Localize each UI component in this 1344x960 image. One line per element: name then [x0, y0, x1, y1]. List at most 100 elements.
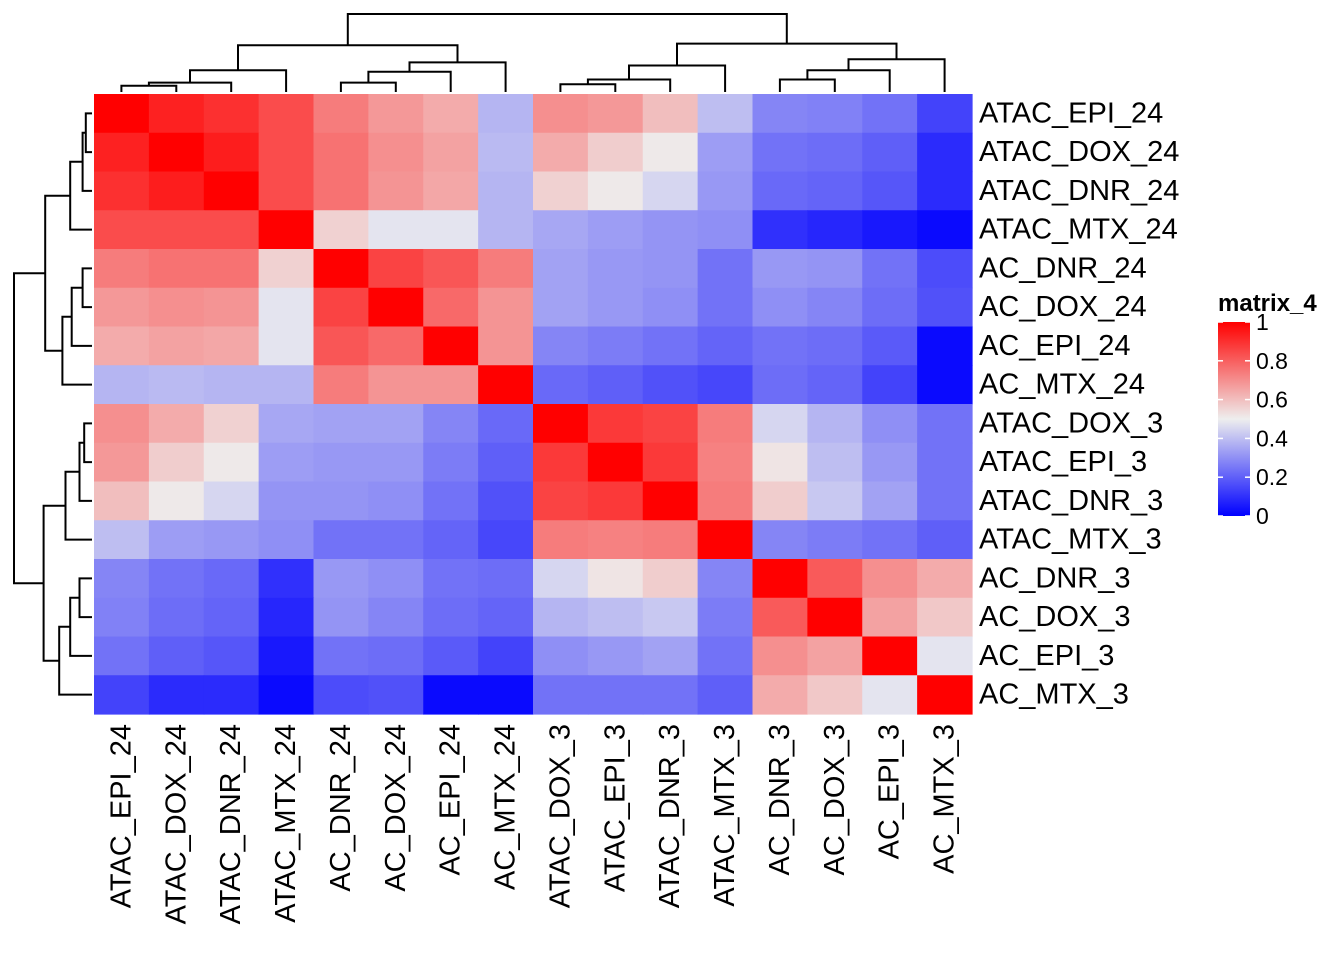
column-label: ATAC_DOX_3 [544, 724, 576, 908]
heatmap-cell [697, 326, 754, 366]
column-label: AC_EPI_24 [435, 724, 467, 876]
heatmap-cell [807, 210, 863, 250]
heatmap-cell [478, 481, 534, 521]
heatmap-cell [203, 287, 260, 328]
heatmap-cell [917, 171, 973, 211]
heatmap-cell [313, 210, 369, 250]
heatmap-cell [807, 287, 863, 328]
heatmap-cell [94, 326, 150, 366]
heatmap-cell [533, 636, 589, 676]
legend-colorbar [1218, 322, 1250, 516]
legend-title: matrix_4 [1218, 290, 1317, 317]
heatmap-cell [313, 636, 369, 676]
heatmap-cell [478, 520, 534, 560]
dendrogram-branch [189, 69, 288, 92]
heatmap-cell [587, 404, 644, 444]
heatmap-cell [423, 365, 479, 405]
heatmap-cell [587, 94, 644, 134]
dendrogram-branch [69, 160, 92, 231]
legend-tick-label: 0.6 [1256, 387, 1288, 413]
row-label: AC_DNR_3 [979, 562, 1131, 594]
dendrogram-branch [806, 69, 891, 92]
heatmap-cell [533, 365, 589, 405]
heatmap-cell [148, 597, 205, 638]
row-label: ATAC_DNR_24 [979, 175, 1179, 207]
heatmap-cell [587, 559, 644, 599]
heatmap-cell [752, 636, 808, 676]
column-label: AC_MTX_3 [929, 724, 961, 874]
heatmap-cell [148, 675, 205, 715]
heatmap-cell [478, 636, 534, 676]
heatmap-cell [148, 559, 205, 599]
heatmap-cell [313, 559, 369, 599]
dendrogram-branch [120, 84, 178, 92]
heatmap-cell [94, 365, 150, 405]
column-label: AC_DOX_3 [819, 724, 851, 876]
heatmap-cell [697, 287, 754, 328]
dendrogram-branch [61, 315, 92, 386]
heatmap-cell [368, 442, 424, 483]
heatmap-cell [368, 94, 424, 134]
heatmap-cell [258, 597, 315, 638]
heatmap-cell [148, 481, 205, 521]
heatmap-cell [423, 326, 479, 366]
heatmap-cell [752, 94, 808, 134]
heatmap-cell [478, 249, 534, 289]
heatmap-cell [697, 481, 754, 521]
dendrogram-branch [78, 441, 92, 502]
heatmap-cell [313, 404, 369, 444]
row-label: AC_EPI_24 [979, 330, 1131, 362]
heatmap-cell [807, 171, 863, 211]
heatmap-cell [203, 675, 260, 715]
heatmap-cell [862, 675, 918, 715]
row-label: ATAC_EPI_3 [979, 446, 1147, 478]
dendrogram-branch [346, 13, 788, 46]
heatmap-cell [587, 365, 644, 405]
heatmap-cell [368, 326, 424, 366]
heatmap-cell [203, 365, 260, 405]
heatmap-cell [368, 365, 424, 405]
heatmap-cell [423, 636, 479, 676]
heatmap-cell [94, 675, 150, 715]
heatmap-cell [587, 210, 644, 250]
heatmap-cell [203, 94, 260, 134]
heatmap-cell [203, 404, 260, 444]
column-label: AC_DOX_24 [380, 724, 412, 892]
heatmap-cell [807, 559, 863, 599]
dendrogram-branch [58, 625, 92, 696]
heatmap-cell [203, 559, 260, 599]
dendrogram-branch [13, 272, 46, 585]
heatmap-cell [587, 249, 644, 289]
heatmap-cell [587, 326, 644, 366]
row-label: ATAC_DOX_24 [979, 136, 1179, 168]
heatmap-cell [94, 171, 150, 211]
heatmap-cell [587, 675, 644, 715]
column-label: AC_DNR_3 [764, 724, 796, 876]
heatmap-cell [258, 132, 315, 173]
heatmap-cell [862, 249, 918, 289]
heatmap-cell [587, 481, 644, 521]
heatmap-cell [533, 210, 589, 250]
heatmap-cell [313, 365, 369, 405]
heatmap-cell [368, 404, 424, 444]
heatmap-cell [807, 365, 863, 405]
column-label: ATAC_DOX_24 [160, 724, 192, 924]
heatmap-cell [423, 132, 479, 173]
heatmap-cell [533, 559, 589, 599]
heatmap-cell [533, 171, 589, 211]
heatmap-cell [697, 675, 754, 715]
heatmap-cell [368, 520, 424, 560]
heatmap-cell [148, 365, 205, 405]
column-label: ATAC_DNR_3 [654, 724, 686, 908]
heatmap-cell [478, 326, 534, 366]
dendrogram-branch [847, 58, 946, 92]
heatmap-cell [862, 287, 918, 328]
heatmap-cell [697, 636, 754, 676]
heatmap-cell [807, 675, 863, 715]
heatmap-cell [697, 249, 754, 289]
row-label: ATAC_DOX_3 [979, 407, 1163, 439]
heatmap-cell [697, 520, 754, 560]
legend-tick-label: 0.4 [1256, 425, 1288, 451]
heatmap-cell [752, 404, 808, 444]
heatmap-cell [587, 636, 644, 676]
